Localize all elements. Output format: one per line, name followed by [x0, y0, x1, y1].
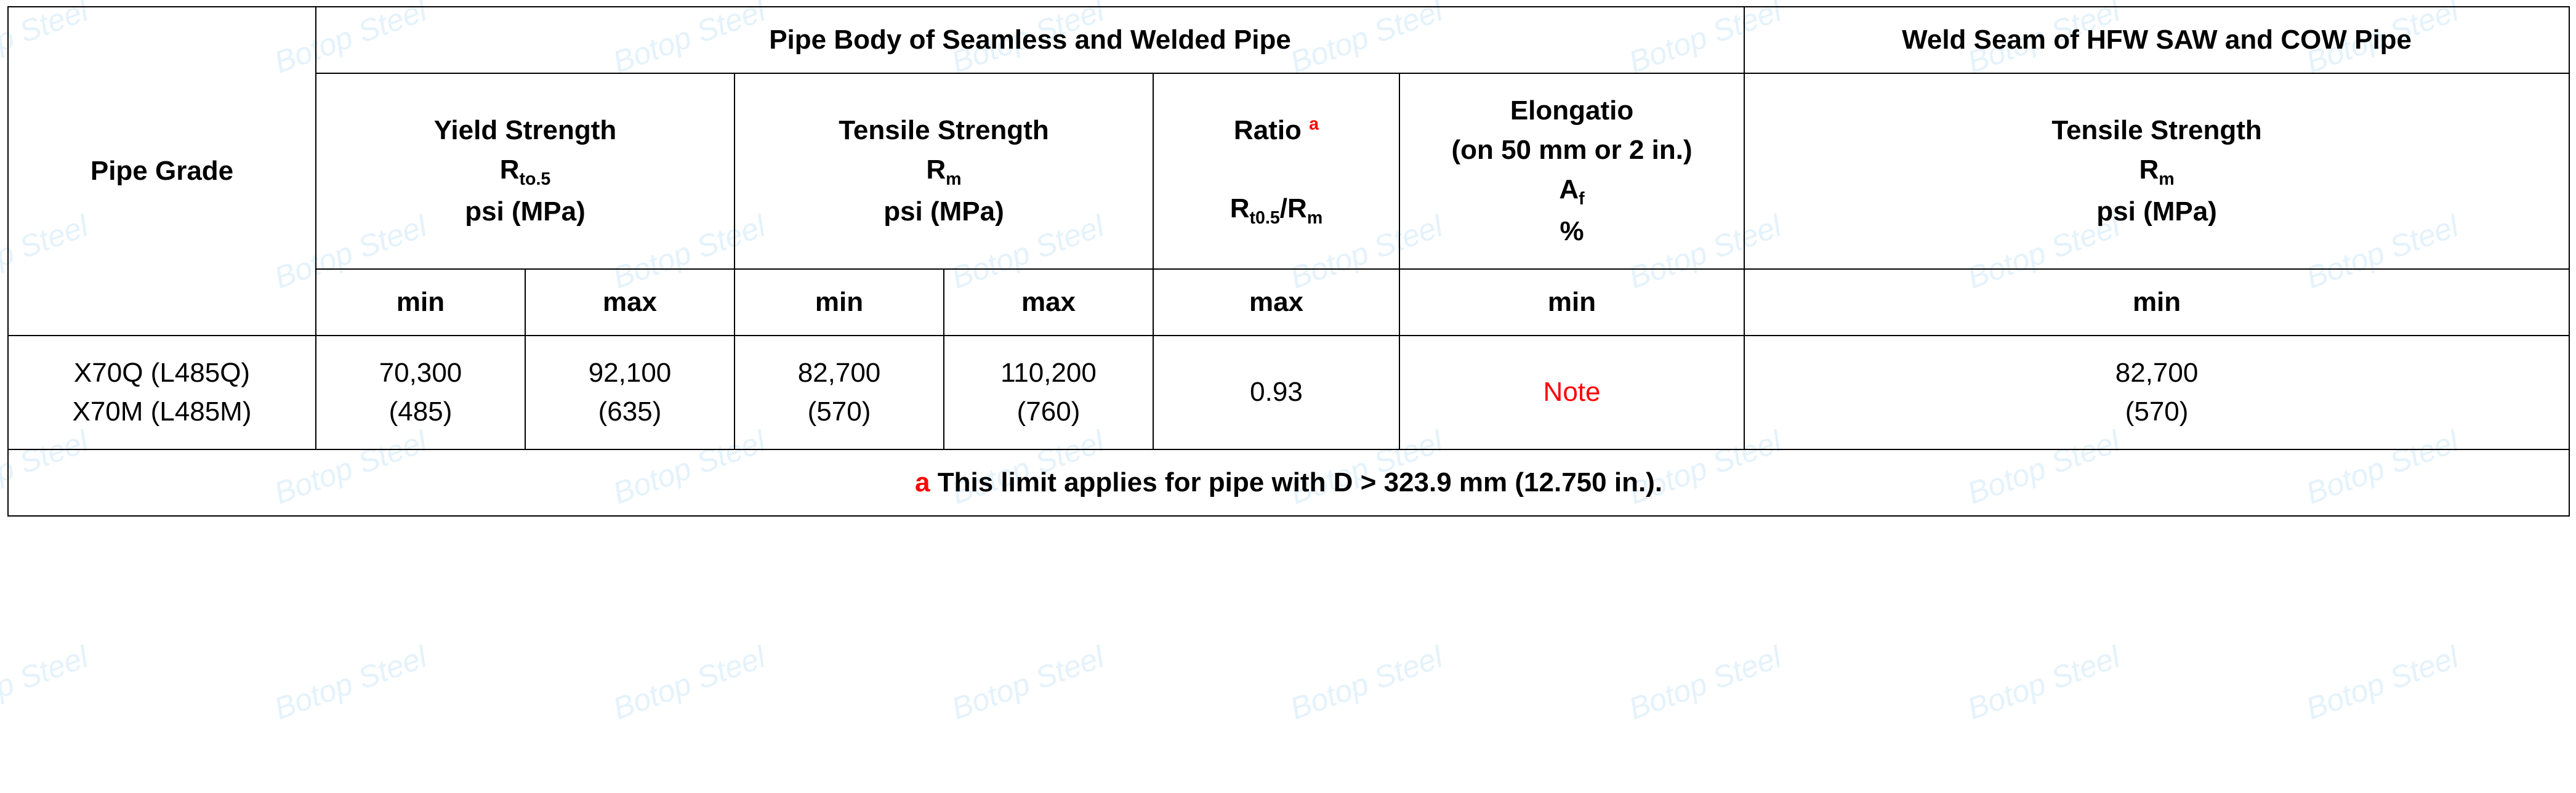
label-unit: psi (MPa): [465, 196, 586, 227]
psi: 70,300: [379, 358, 462, 388]
cell-weld-ts-min: 82,700 (570): [1744, 336, 2569, 450]
sym-div: /: [1280, 193, 1287, 223]
header-row-3: min max min max max min min: [8, 269, 2569, 336]
sym-sub: f: [1579, 188, 1585, 208]
watermark: Botop Steel: [1624, 639, 1786, 727]
col-header-tensile-strength: Tensile Strength Rm psi (MPa): [735, 73, 1153, 269]
sym-pre1: R: [1230, 193, 1250, 223]
label-line1: Tensile Strength: [839, 115, 1049, 145]
sym-sub1: t0.5: [1250, 208, 1280, 228]
cell-ratio-max: 0.93: [1153, 336, 1399, 450]
sym-pre2: R: [1287, 193, 1307, 223]
subhead-weld-min: min: [1744, 269, 2569, 336]
label-unit: psi (MPa): [2096, 196, 2217, 227]
cell-ts-max: 110,200 (760): [944, 336, 1153, 450]
watermark: Botop Steel: [2301, 639, 2463, 727]
page-root: Botop Steel Botop Steel Botop Steel Boto…: [0, 0, 2576, 793]
sym-pre: R: [926, 155, 946, 185]
col-header-pipe-grade: Pipe Grade: [8, 7, 316, 336]
grade-line2: X70M (L485M): [72, 396, 251, 427]
label-unit: psi (MPa): [883, 196, 1004, 227]
label: Pipe Body of Seamless and Welded Pipe: [769, 25, 1291, 55]
cell-ts-min: 82,700 (570): [735, 336, 944, 450]
mpa: (635): [598, 396, 662, 427]
psi: 82,700: [2115, 358, 2199, 388]
pipe-spec-table: Pipe Grade Pipe Body of Seamless and Wel…: [7, 6, 2570, 517]
footnote-row: a This limit applies for pipe with D > 3…: [8, 449, 2569, 516]
subhead-ts-min: min: [735, 269, 944, 336]
psi: 82,700: [798, 358, 881, 388]
table-row: X70Q (L485Q) X70M (L485M) 70,300 (485) 9…: [8, 336, 2569, 450]
watermark: Botop Steel: [0, 639, 93, 727]
cell-ys-max: 92,100 (635): [525, 336, 735, 450]
subhead-ts-max: max: [944, 269, 1153, 336]
label-symbol: Af: [1559, 174, 1584, 204]
footnote-cell: a This limit applies for pipe with D > 3…: [8, 449, 2569, 516]
sym-pre: R: [500, 155, 520, 185]
sym-pre: R: [2139, 155, 2159, 185]
subhead-ys-max: max: [525, 269, 735, 336]
header-row-1: Pipe Grade Pipe Body of Seamless and Wel…: [8, 7, 2569, 73]
header-row-2: Yield Strength Rto.5 psi (MPa) Tensile S…: [8, 73, 2569, 269]
subhead-ratio-max: max: [1153, 269, 1399, 336]
grade-line1: X70Q (L485Q): [74, 358, 250, 388]
sym-sub2: m: [1307, 208, 1322, 228]
watermark: Botop Steel: [1286, 639, 1447, 727]
footnote-text: This limit applies for pipe with D > 323…: [930, 467, 1663, 497]
mpa: (570): [2125, 396, 2189, 427]
label-symbol: Rm: [2139, 155, 2174, 185]
cell-ys-min: 70,300 (485): [316, 336, 525, 450]
col-header-elongation: Elongatio (on 50 mm or 2 in.) Af %: [1399, 73, 1744, 269]
label-line1: Ratio a: [1234, 115, 1319, 145]
label-line1: Elongatio: [1510, 95, 1633, 126]
label: Pipe Grade: [91, 156, 233, 186]
psi: 110,200: [1000, 358, 1097, 388]
label-line1: Yield Strength: [434, 115, 617, 145]
watermark: Botop Steel: [947, 639, 1109, 727]
col-header-body-span: Pipe Body of Seamless and Welded Pipe: [316, 7, 1744, 73]
mpa: (570): [808, 396, 871, 427]
subhead-ys-min: min: [316, 269, 525, 336]
sym-sub: m: [2159, 169, 2174, 188]
col-header-weld-tensile: Tensile Strength Rm psi (MPa): [1744, 73, 2569, 269]
label: Weld Seam of HFW SAW and COW Pipe: [1902, 25, 2412, 55]
ratio-footnote-mark: a: [1309, 114, 1319, 134]
psi: 92,100: [589, 358, 672, 388]
value: 0.93: [1250, 377, 1303, 407]
col-header-yield-strength: Yield Strength Rto.5 psi (MPa): [316, 73, 735, 269]
col-header-weld-span: Weld Seam of HFW SAW and COW Pipe: [1744, 7, 2569, 73]
label-line1: Tensile Strength: [2051, 115, 2261, 145]
cell-grade: X70Q (L485Q) X70M (L485M): [8, 336, 316, 450]
label-symbol: Rm: [926, 155, 961, 185]
subhead-elong-min: min: [1399, 269, 1744, 336]
ratio-word: Ratio: [1234, 115, 1302, 145]
label-pct: %: [1560, 216, 1584, 246]
label-line2: (on 50 mm or 2 in.): [1451, 135, 1692, 165]
label-symbol: Rto.5: [500, 155, 551, 185]
watermark: Botop Steel: [1963, 639, 2125, 727]
watermark: Botop Steel: [608, 639, 770, 727]
mpa: (760): [1017, 396, 1081, 427]
sym-sub: m: [946, 169, 961, 188]
col-header-ratio: Ratio a Rt0.5/Rm: [1153, 73, 1399, 269]
sym-pre: A: [1559, 174, 1579, 204]
cell-elong-min: Note: [1399, 336, 1744, 450]
footnote-mark: a: [915, 467, 930, 497]
mpa: (485): [389, 396, 453, 427]
label-symbol: Rt0.5/Rm: [1230, 193, 1323, 223]
note-text: Note: [1544, 377, 1601, 407]
sym-sub: to.5: [519, 169, 550, 188]
watermark: Botop Steel: [270, 639, 432, 727]
